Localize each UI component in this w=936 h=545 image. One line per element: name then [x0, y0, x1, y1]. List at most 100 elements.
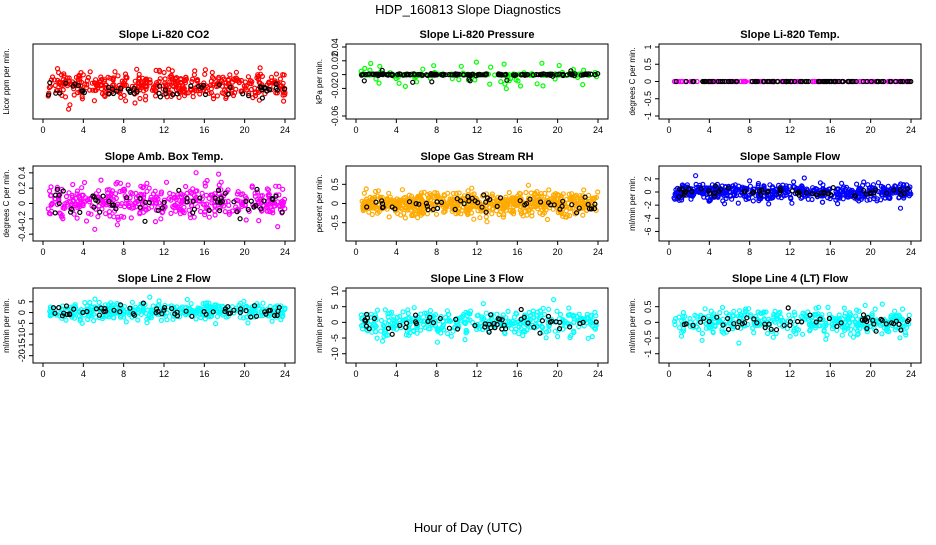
data-point: [463, 309, 469, 315]
data-point: [727, 321, 734, 327]
data-point: [700, 315, 707, 321]
data-point: [87, 69, 93, 75]
data-point: [817, 180, 824, 186]
data-point: [59, 313, 66, 319]
data-point: [514, 201, 520, 207]
data-point: [538, 71, 544, 78]
data-point: [515, 319, 521, 325]
data-point: [719, 329, 725, 335]
data-point: [90, 87, 96, 93]
data-point: [864, 197, 870, 203]
data-point: [66, 190, 72, 196]
data-point: [904, 78, 911, 85]
data-point: [150, 191, 157, 197]
data-point: [687, 323, 694, 330]
data-point: [588, 314, 594, 320]
data-point: [534, 309, 541, 315]
data-point: [554, 333, 561, 340]
data-point: [178, 77, 184, 83]
data-point: [744, 312, 750, 318]
data-point: [904, 186, 911, 192]
data-point: [463, 330, 469, 336]
data-point: [113, 206, 119, 212]
data-point: [210, 81, 217, 87]
data-point: [110, 77, 116, 83]
data-point: [864, 325, 870, 332]
data-point: [184, 199, 190, 205]
data-point: [582, 194, 588, 200]
data-point: [362, 65, 368, 72]
data-point: [212, 195, 218, 201]
y-tick-label: 0.5: [643, 58, 653, 71]
data-point: [206, 207, 212, 213]
data-point: [237, 216, 243, 222]
data-point: [786, 312, 792, 318]
data-point: [376, 209, 382, 215]
data-point: [55, 69, 62, 76]
data-point: [483, 199, 489, 205]
data-point: [385, 325, 392, 331]
y-tick-label: -0.4: [17, 226, 27, 242]
panel-title: Slope Line 2 Flow: [118, 273, 211, 285]
data-point: [822, 78, 828, 85]
data-point: [401, 210, 407, 216]
data-point: [872, 306, 878, 312]
data-point: [523, 201, 530, 207]
data-point: [871, 321, 877, 327]
data-point: [265, 187, 272, 193]
data-point: [243, 196, 249, 202]
data-point: [221, 203, 227, 209]
data-point: [503, 86, 509, 92]
data-point: [853, 78, 859, 85]
data-point: [150, 303, 156, 309]
data-point: [768, 326, 774, 332]
data-point: [416, 201, 422, 207]
data-point: [158, 191, 164, 197]
panel-7: Slope Line 2 Flow ml/min per min. 0 4 8 12 16 2…: [2, 273, 296, 379]
data-point: [828, 192, 834, 198]
data-point: [545, 306, 552, 312]
data-point: [447, 196, 453, 202]
data-point: [477, 215, 483, 221]
data-point: [121, 214, 127, 220]
data-point: [682, 313, 688, 319]
data-point: [680, 328, 687, 334]
y-tick-label: 0: [643, 320, 653, 325]
data-point: [814, 192, 820, 198]
data-point: [562, 214, 569, 220]
panel-title: Slope Line 3 Flow: [431, 273, 524, 285]
data-point: [193, 188, 199, 194]
data-point: [174, 304, 180, 310]
data-point: [714, 314, 720, 320]
data-point: [408, 193, 415, 199]
data-point: [184, 296, 190, 303]
data-point: [140, 209, 147, 215]
data-point: [758, 192, 764, 198]
data-point: [853, 322, 859, 328]
data-point: [234, 209, 240, 215]
data-point: [444, 318, 450, 324]
data-point: [903, 332, 909, 338]
x-tick-label: 12: [159, 125, 169, 135]
data-point: [396, 80, 402, 86]
data-point: [253, 203, 259, 209]
data-point: [799, 331, 806, 337]
data-point: [813, 305, 819, 311]
data-point: [168, 210, 174, 216]
data-point: [710, 329, 716, 336]
data-point: [106, 187, 112, 193]
data-point: [693, 181, 699, 187]
data-point: [528, 312, 534, 319]
data-point: [496, 211, 502, 218]
panel-1: Slope Li-820 CO2 Licor ppm per min. 0 4 8 12 1…: [2, 29, 296, 135]
data-point: [676, 314, 682, 320]
y-tick-label: -20: [17, 349, 27, 362]
data-point: [469, 195, 475, 201]
data-point: [133, 190, 139, 196]
data-point: [860, 187, 867, 194]
data-point: [813, 319, 819, 325]
data-point: [205, 84, 211, 90]
data-point: [47, 313, 53, 319]
data-point: [841, 327, 848, 333]
data-point: [56, 313, 63, 319]
